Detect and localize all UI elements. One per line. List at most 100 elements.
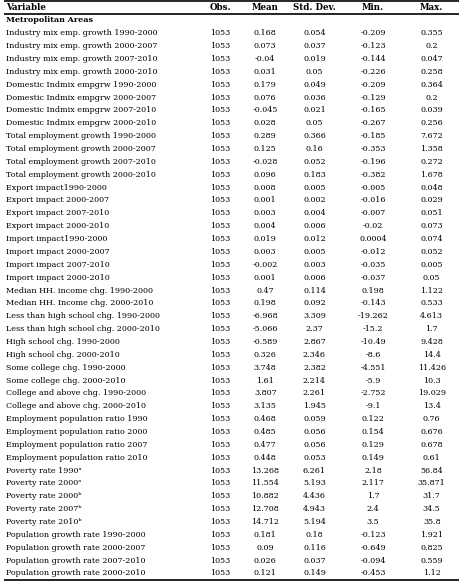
Text: -0.094: -0.094 xyxy=(360,557,386,565)
Text: -0.005: -0.005 xyxy=(361,184,386,192)
Text: 2.382: 2.382 xyxy=(303,364,326,372)
Text: 0.198: 0.198 xyxy=(362,286,385,295)
Text: 14.712: 14.712 xyxy=(251,518,279,526)
Text: 0.036: 0.036 xyxy=(303,94,326,102)
Text: -0.143: -0.143 xyxy=(360,299,386,307)
Text: 1053: 1053 xyxy=(211,119,231,127)
Text: 1053: 1053 xyxy=(211,81,231,89)
Text: 0.121: 0.121 xyxy=(254,569,277,578)
Text: 1053: 1053 xyxy=(211,569,231,578)
Text: 0.056: 0.056 xyxy=(303,428,326,436)
Text: 2.261: 2.261 xyxy=(303,389,326,397)
Text: Total employment growth 2007-2010: Total employment growth 2007-2010 xyxy=(6,158,156,166)
Text: 1.921: 1.921 xyxy=(420,531,443,539)
Text: 0.366: 0.366 xyxy=(303,132,326,140)
Text: 3.135: 3.135 xyxy=(254,402,277,410)
Text: College and above chg. 1990-2000: College and above chg. 1990-2000 xyxy=(6,389,146,397)
Text: Import impact 2000-2010: Import impact 2000-2010 xyxy=(6,274,109,282)
Text: 1053: 1053 xyxy=(211,351,231,359)
Text: 1053: 1053 xyxy=(211,557,231,565)
Text: 0.004: 0.004 xyxy=(303,209,326,217)
Text: Median HH. income chg. 1990-2000: Median HH. income chg. 1990-2000 xyxy=(6,286,152,295)
Text: Domestic Indmix empgrw 2007-2010: Domestic Indmix empgrw 2007-2010 xyxy=(6,106,156,114)
Text: 2.18: 2.18 xyxy=(364,467,382,475)
Text: 0.052: 0.052 xyxy=(420,248,443,256)
Text: 4.613: 4.613 xyxy=(420,312,443,320)
Text: 0.678: 0.678 xyxy=(420,441,443,449)
Text: 1053: 1053 xyxy=(211,235,231,243)
Text: -0.012: -0.012 xyxy=(360,248,386,256)
Text: 0.049: 0.049 xyxy=(303,81,326,89)
Text: 3.807: 3.807 xyxy=(254,389,277,397)
Text: 0.0004: 0.0004 xyxy=(359,235,387,243)
Text: 0.003: 0.003 xyxy=(303,261,326,269)
Text: -5.066: -5.066 xyxy=(252,325,278,333)
Text: 0.16: 0.16 xyxy=(306,145,323,153)
Text: 35.8: 35.8 xyxy=(423,518,440,526)
Text: -0.267: -0.267 xyxy=(360,119,386,127)
Text: 1.61: 1.61 xyxy=(256,376,274,385)
Text: -0.185: -0.185 xyxy=(360,132,386,140)
Text: 0.002: 0.002 xyxy=(303,196,326,205)
Text: Domestic Indmix empgrw 1990-2000: Domestic Indmix empgrw 1990-2000 xyxy=(6,81,156,89)
Text: Some college chg. 2000-2010: Some college chg. 2000-2010 xyxy=(6,376,125,385)
Text: Median HH. Income chg. 2000-2010: Median HH. Income chg. 2000-2010 xyxy=(6,299,153,307)
Text: 1053: 1053 xyxy=(211,376,231,385)
Text: Variable: Variable xyxy=(6,3,45,12)
Text: 1053: 1053 xyxy=(211,171,231,179)
Text: 0.073: 0.073 xyxy=(254,42,277,50)
Text: Total employment growth 1990-2000: Total employment growth 1990-2000 xyxy=(6,132,156,140)
Text: 1.7: 1.7 xyxy=(425,325,438,333)
Text: 0.073: 0.073 xyxy=(420,222,443,230)
Text: -2.752: -2.752 xyxy=(360,389,386,397)
Text: Poverty rate 2000ᵃ: Poverty rate 2000ᵃ xyxy=(6,479,81,487)
Text: 1053: 1053 xyxy=(211,505,231,513)
Text: 2.37: 2.37 xyxy=(306,325,323,333)
Text: 0.037: 0.037 xyxy=(303,557,326,565)
Text: 1.945: 1.945 xyxy=(303,402,326,410)
Text: -0.649: -0.649 xyxy=(360,544,386,552)
Text: 0.533: 0.533 xyxy=(420,299,443,307)
Text: 0.05: 0.05 xyxy=(306,68,323,76)
Text: -0.123: -0.123 xyxy=(360,42,386,50)
Text: 13.268: 13.268 xyxy=(251,467,279,475)
Text: 0.096: 0.096 xyxy=(254,171,277,179)
Text: 2.214: 2.214 xyxy=(303,376,326,385)
Text: 1053: 1053 xyxy=(211,42,231,50)
Text: Mean: Mean xyxy=(252,3,279,12)
Text: 0.028: 0.028 xyxy=(254,119,277,127)
Text: Max.: Max. xyxy=(420,3,443,12)
Text: 1053: 1053 xyxy=(211,402,231,410)
Text: 1053: 1053 xyxy=(211,389,231,397)
Text: 11.426: 11.426 xyxy=(418,364,446,372)
Text: Population growth rate 2007-2010: Population growth rate 2007-2010 xyxy=(6,557,145,565)
Text: 0.125: 0.125 xyxy=(254,145,277,153)
Text: 0.001: 0.001 xyxy=(254,274,277,282)
Text: Population growth rate 2000-2007: Population growth rate 2000-2007 xyxy=(6,544,145,552)
Text: Export impact 2000-2007: Export impact 2000-2007 xyxy=(6,196,109,205)
Text: Less than high school chg. 2000-2010: Less than high school chg. 2000-2010 xyxy=(6,325,159,333)
Text: 34.5: 34.5 xyxy=(423,505,440,513)
Text: High school chg. 1990-2000: High school chg. 1990-2000 xyxy=(6,338,120,346)
Text: Poverty rate 1990ᵃ: Poverty rate 1990ᵃ xyxy=(6,467,81,475)
Text: 1053: 1053 xyxy=(211,544,231,552)
Text: 1053: 1053 xyxy=(211,479,231,487)
Text: Industry mix emp. growth 2007-2010: Industry mix emp. growth 2007-2010 xyxy=(6,55,157,63)
Text: 1053: 1053 xyxy=(211,312,231,320)
Text: 12.708: 12.708 xyxy=(251,505,279,513)
Text: 0.008: 0.008 xyxy=(254,184,276,192)
Text: 1053: 1053 xyxy=(211,531,231,539)
Text: Some college chg. 1990-2000: Some college chg. 1990-2000 xyxy=(6,364,125,372)
Text: 1053: 1053 xyxy=(211,454,231,462)
Text: 5.193: 5.193 xyxy=(303,479,326,487)
Text: Population growth rate 1990-2000: Population growth rate 1990-2000 xyxy=(6,531,145,539)
Text: 0.559: 0.559 xyxy=(420,557,443,565)
Text: 3.748: 3.748 xyxy=(254,364,277,372)
Text: Domestic Indmix empgrw 2000-2010: Domestic Indmix empgrw 2000-2010 xyxy=(6,119,156,127)
Text: -0.123: -0.123 xyxy=(360,531,386,539)
Text: -0.02: -0.02 xyxy=(363,222,383,230)
Text: -10.49: -10.49 xyxy=(360,338,386,346)
Text: -0.353: -0.353 xyxy=(360,145,386,153)
Text: 1053: 1053 xyxy=(211,518,231,526)
Text: Employment population ratio 2010: Employment population ratio 2010 xyxy=(6,454,147,462)
